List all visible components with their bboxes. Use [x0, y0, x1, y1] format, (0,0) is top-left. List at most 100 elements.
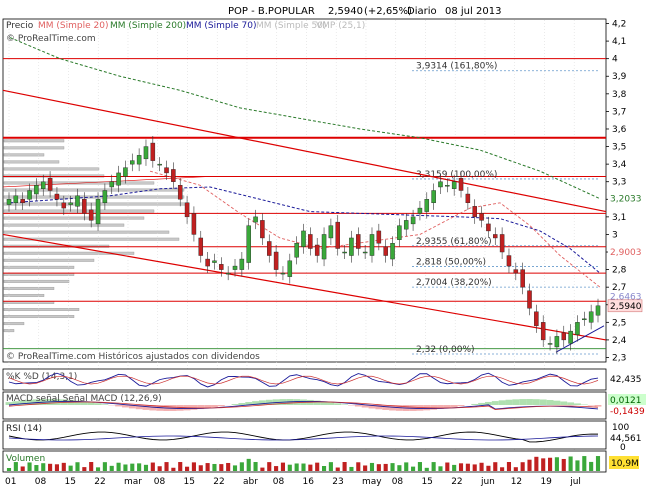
candle-body [157, 163, 162, 166]
candle-body [260, 220, 265, 239]
price-badge-label: 3,2033 [610, 195, 642, 205]
rsi-scale-bottom: 0 [620, 443, 626, 453]
volume-bar [404, 462, 409, 471]
y-tick-label: 4,1 [612, 37, 626, 47]
y-tick-label: 3,5 [612, 143, 626, 153]
volume-label: Volumen [6, 454, 45, 464]
volume-bar [465, 463, 470, 471]
x-tick-label: mar [124, 477, 142, 487]
candle-body [417, 207, 423, 214]
volume-bar [239, 462, 244, 471]
volume-bar [452, 464, 457, 471]
volume-profile-bar [3, 167, 100, 171]
volume-bar [27, 462, 32, 471]
volume-bar [137, 463, 142, 471]
sma20-line [149, 170, 601, 288]
legend-sma20: MM (Simple 20) [38, 21, 108, 31]
candle-body [369, 234, 375, 256]
legend-vmp: VMP (25,1) [316, 21, 365, 31]
y-tick-label: 3,4 [612, 160, 627, 170]
candle-body [273, 251, 279, 270]
volume-bar [589, 461, 594, 471]
x-tick-label: 16 [302, 477, 314, 487]
volume-bar [89, 462, 94, 471]
volume-bar [376, 464, 381, 471]
volume-bar [191, 462, 196, 471]
candle-body [376, 230, 382, 244]
volume-bar [164, 462, 169, 471]
candle-body [403, 220, 409, 230]
candle-body [88, 209, 94, 221]
y-tick-label: 4 [612, 55, 618, 65]
rsi-value: 44,561 [610, 434, 642, 444]
legend: Precio MM (Simple 20) MM (Simple 200) MM… [6, 21, 365, 31]
price-badge-box [608, 192, 642, 205]
volume-bar [561, 458, 566, 471]
x-tick-label: 08 [392, 477, 404, 487]
fib-level-label: 2,7004 (38,20%) [416, 278, 492, 288]
x-tick-label: jun [480, 477, 495, 487]
candle-body [527, 290, 532, 309]
macd-histogram-bar [594, 405, 602, 407]
candle-body [130, 160, 135, 165]
x-tick-label: 15 [421, 477, 432, 487]
x-tick-label: jul [569, 477, 581, 487]
candle-body [472, 206, 477, 218]
volume-bar [438, 466, 443, 471]
macd-histogram-bar [190, 405, 198, 410]
macd-histogram-bar [484, 401, 492, 405]
macd-value-badge [608, 394, 646, 405]
macd-histogram-bar [375, 405, 383, 410]
y-tick-label: 2,4 [612, 336, 627, 346]
volume-bar [527, 459, 532, 471]
macd-histogram-bar [204, 405, 212, 409]
volume-bar [554, 457, 559, 471]
price-badge-box [608, 245, 642, 258]
y-tick-label: 2,8 [612, 266, 627, 276]
volume-bar [260, 467, 265, 471]
chart-price: 2,5940 [328, 6, 363, 17]
candle-body [136, 155, 142, 165]
volume-bar [212, 463, 217, 471]
candle-body [554, 336, 560, 348]
candle-body [205, 258, 210, 267]
macd-histogram-bar [519, 399, 527, 405]
stochastic-label: %K %D (14,3,1) [6, 372, 77, 382]
candle-body [219, 264, 224, 270]
candle-body [116, 172, 121, 186]
candle-body [513, 269, 519, 274]
candle-body [212, 260, 217, 263]
volume-bar [109, 465, 114, 471]
x-axis: 01 08 15 22 mar 08 15 22 abr 08 16 23 may 08 15 22 jun 12… [5, 477, 581, 487]
macd-histogram-bar [80, 401, 88, 405]
volume-bar [520, 462, 525, 471]
volume-profile-bar [3, 153, 45, 157]
volume-profile-bar [3, 223, 125, 227]
candle-body [582, 318, 587, 321]
macd-histogram-bar [217, 405, 225, 407]
candle-body [321, 234, 327, 260]
chart-date: 08 jul 2013 [445, 6, 501, 17]
fib-level-label: 2,32 (0,00%) [416, 345, 475, 355]
x-tick-label: 23 [332, 477, 343, 487]
chart-change: (+2,65%) [364, 6, 412, 17]
candle-body [225, 272, 231, 275]
macd-histogram-bar [258, 400, 266, 405]
x-tick-label: 12 [511, 477, 522, 487]
volume-bar [321, 466, 327, 471]
price-badge-label: 2,5940 [610, 302, 642, 312]
y-tick-label: 3,3 [612, 178, 626, 188]
candle-body [82, 199, 87, 214]
candle-body [540, 322, 546, 341]
volume-bar [232, 465, 238, 471]
volume-bar [356, 462, 361, 471]
volume-bar [390, 463, 395, 471]
volume-bar [75, 462, 80, 471]
macd-histogram-bar [19, 400, 27, 405]
candle-body [68, 202, 73, 205]
fibonacci-levels: 3,9314 (161,80%) 3,3159 (100,00%) 2,9355 (… [412, 62, 600, 355]
rsi-panel [2, 420, 607, 450]
candle-body [445, 185, 450, 187]
volume-profile-bar [3, 279, 70, 283]
volume-profile-bar [3, 216, 145, 220]
